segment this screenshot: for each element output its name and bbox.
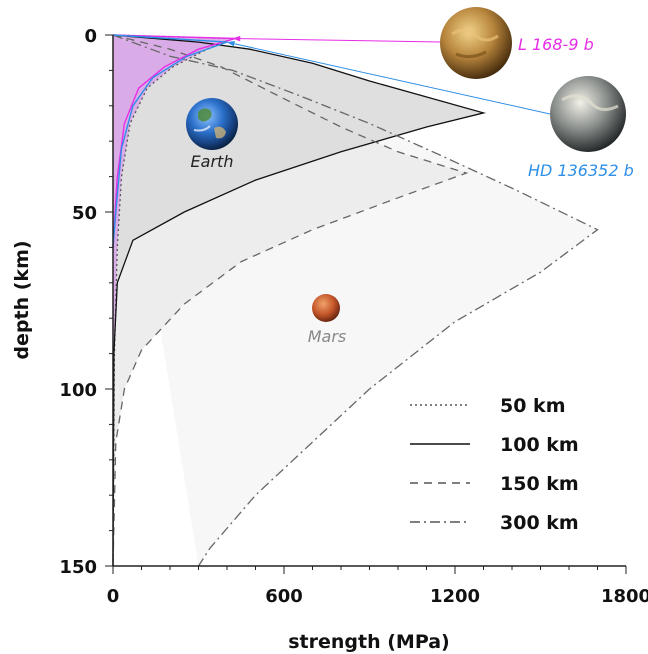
series-line-300-km: [112, 34, 599, 567]
legend-label-100-km: 100 km: [500, 434, 579, 456]
mars-image: [312, 294, 340, 322]
x-axis-title: strength (MPa): [288, 631, 450, 653]
x-tick-label: 1800: [601, 586, 648, 607]
x-ticks: 0 600 1200 1800: [107, 566, 648, 607]
axes: 0 600 1200 1800 0 50 100 150: [59, 26, 648, 607]
profile-lines: [112, 34, 599, 567]
legend-label-50-km: 50 km: [500, 395, 566, 417]
x-tick-label: 600: [265, 586, 303, 607]
y-tick-label: 100: [59, 380, 97, 401]
annotation-mars: Mars: [308, 327, 347, 346]
x-tick-label: 1200: [430, 586, 480, 607]
y-tick-label: 0: [84, 26, 97, 47]
annotation-hd-136352-b: HD 136352 b: [528, 161, 634, 180]
x-tick-label: 0: [107, 586, 120, 607]
earth-image: [186, 98, 238, 150]
y-axis-title: depth (km): [11, 240, 33, 359]
series-line-100-km: [112, 34, 487, 567]
exoplanet-profile-lines: [112, 34, 236, 248]
legend-label-150-km: 150 km: [500, 473, 579, 495]
arrow-hd-136352-b: [226, 41, 551, 115]
fill-100-km: [113, 35, 484, 566]
arrowhead-l-168-9-b: [232, 35, 241, 42]
annotation-l-168-9-b: L 168-9 b: [518, 35, 594, 54]
legend-label-300-km: 300 km: [500, 512, 579, 534]
arrow-l-168-9-b: [232, 38, 441, 43]
profile-line-hd-136352-b: [112, 34, 228, 248]
fill-50-km: [113, 35, 233, 566]
y-tick-label: 150: [59, 557, 97, 578]
arrowhead-hd-136352-b: [227, 41, 235, 47]
series-line-150-km: [112, 34, 469, 567]
planet-hd136352-image: [550, 76, 626, 152]
annotation-earth: Earth: [191, 152, 234, 171]
y-tick-label: 50: [72, 203, 97, 224]
profile-line-l-168-9-b: [112, 34, 236, 248]
annotation-labels: Earth Mars L 168-9 b HD 136352 b: [191, 35, 634, 346]
legend: 50 km 100 km 150 km 300 km: [410, 395, 579, 534]
y-ticks: 0 50 100 150: [59, 26, 113, 578]
annotation-arrows: [226, 35, 551, 115]
profile-fills: [113, 35, 598, 566]
planet-l168-image: [440, 7, 512, 79]
